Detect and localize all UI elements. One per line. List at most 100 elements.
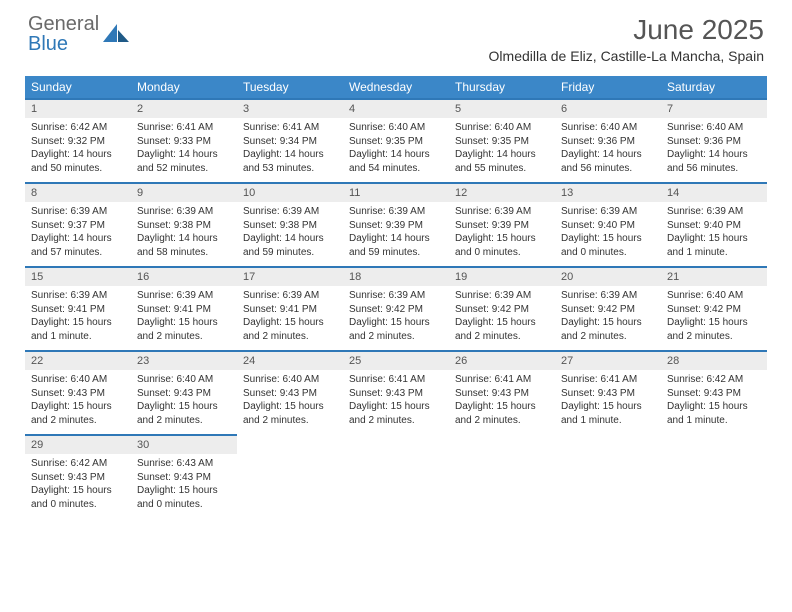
- calendar-day-cell: 26Sunrise: 6:41 AMSunset: 9:43 PMDayligh…: [449, 350, 555, 434]
- sunset-text: Sunset: 9:41 PM: [243, 303, 337, 317]
- sunrise-text: Sunrise: 6:42 AM: [667, 373, 761, 387]
- calendar-day-cell: 27Sunrise: 6:41 AMSunset: 9:43 PMDayligh…: [555, 350, 661, 434]
- day-number: 2: [131, 98, 237, 118]
- daylight-text: Daylight: 15 hours and 2 minutes.: [455, 400, 549, 427]
- sunset-text: Sunset: 9:33 PM: [137, 135, 231, 149]
- calendar-day-cell: 29Sunrise: 6:42 AMSunset: 9:43 PMDayligh…: [25, 434, 131, 518]
- sunrise-text: Sunrise: 6:40 AM: [455, 121, 549, 135]
- calendar-day-cell: 22Sunrise: 6:40 AMSunset: 9:43 PMDayligh…: [25, 350, 131, 434]
- day-number: 1: [25, 98, 131, 118]
- calendar-day-cell: 21Sunrise: 6:40 AMSunset: 9:42 PMDayligh…: [661, 266, 767, 350]
- sunrise-text: Sunrise: 6:42 AM: [31, 121, 125, 135]
- sunset-text: Sunset: 9:43 PM: [137, 387, 231, 401]
- calendar-day-cell: 4Sunrise: 6:40 AMSunset: 9:35 PMDaylight…: [343, 98, 449, 182]
- calendar-day-cell: 16Sunrise: 6:39 AMSunset: 9:41 PMDayligh…: [131, 266, 237, 350]
- day-details: Sunrise: 6:40 AMSunset: 9:43 PMDaylight:…: [25, 370, 131, 433]
- day-number: 5: [449, 98, 555, 118]
- day-details: Sunrise: 6:39 AMSunset: 9:40 PMDaylight:…: [555, 202, 661, 265]
- page-title: June 2025: [489, 14, 764, 46]
- sunrise-text: Sunrise: 6:39 AM: [455, 205, 549, 219]
- calendar-body: 1Sunrise: 6:42 AMSunset: 9:32 PMDaylight…: [25, 98, 767, 518]
- sunset-text: Sunset: 9:35 PM: [349, 135, 443, 149]
- day-number: 4: [343, 98, 449, 118]
- daylight-text: Daylight: 15 hours and 2 minutes.: [455, 316, 549, 343]
- sunrise-text: Sunrise: 6:39 AM: [455, 289, 549, 303]
- weekday-header: Tuesday: [237, 76, 343, 98]
- calendar-day-cell: 10Sunrise: 6:39 AMSunset: 9:38 PMDayligh…: [237, 182, 343, 266]
- sunset-text: Sunset: 9:40 PM: [667, 219, 761, 233]
- sunset-text: Sunset: 9:40 PM: [561, 219, 655, 233]
- sunrise-text: Sunrise: 6:41 AM: [455, 373, 549, 387]
- daylight-text: Daylight: 15 hours and 2 minutes.: [349, 400, 443, 427]
- day-details: Sunrise: 6:42 AMSunset: 9:32 PMDaylight:…: [25, 118, 131, 181]
- calendar-day-cell: 3Sunrise: 6:41 AMSunset: 9:34 PMDaylight…: [237, 98, 343, 182]
- day-number: 12: [449, 182, 555, 202]
- daylight-text: Daylight: 15 hours and 2 minutes.: [243, 400, 337, 427]
- sunset-text: Sunset: 9:34 PM: [243, 135, 337, 149]
- day-number: 19: [449, 266, 555, 286]
- daylight-text: Daylight: 15 hours and 1 minute.: [561, 400, 655, 427]
- daylight-text: Daylight: 15 hours and 2 minutes.: [137, 400, 231, 427]
- sunrise-text: Sunrise: 6:39 AM: [667, 205, 761, 219]
- calendar-day-cell: 30Sunrise: 6:43 AMSunset: 9:43 PMDayligh…: [131, 434, 237, 518]
- day-number: 26: [449, 350, 555, 370]
- sunset-text: Sunset: 9:43 PM: [561, 387, 655, 401]
- day-number: 22: [25, 350, 131, 370]
- calendar-day-cell: 5Sunrise: 6:40 AMSunset: 9:35 PMDaylight…: [449, 98, 555, 182]
- weekday-header: Wednesday: [343, 76, 449, 98]
- sunset-text: Sunset: 9:43 PM: [349, 387, 443, 401]
- daylight-text: Daylight: 14 hours and 59 minutes.: [349, 232, 443, 259]
- daylight-text: Daylight: 15 hours and 2 minutes.: [561, 316, 655, 343]
- day-number: 7: [661, 98, 767, 118]
- sunrise-text: Sunrise: 6:41 AM: [243, 121, 337, 135]
- sunset-text: Sunset: 9:37 PM: [31, 219, 125, 233]
- daylight-text: Daylight: 15 hours and 1 minute.: [667, 232, 761, 259]
- day-number: 28: [661, 350, 767, 370]
- calendar-day-cell: 14Sunrise: 6:39 AMSunset: 9:40 PMDayligh…: [661, 182, 767, 266]
- day-details: Sunrise: 6:39 AMSunset: 9:41 PMDaylight:…: [237, 286, 343, 349]
- sunrise-text: Sunrise: 6:39 AM: [561, 289, 655, 303]
- day-details: Sunrise: 6:39 AMSunset: 9:39 PMDaylight:…: [343, 202, 449, 265]
- daylight-text: Daylight: 14 hours and 52 minutes.: [137, 148, 231, 175]
- sunset-text: Sunset: 9:39 PM: [455, 219, 549, 233]
- daylight-text: Daylight: 15 hours and 1 minute.: [31, 316, 125, 343]
- calendar-week-row: 15Sunrise: 6:39 AMSunset: 9:41 PMDayligh…: [25, 266, 767, 350]
- sunset-text: Sunset: 9:38 PM: [243, 219, 337, 233]
- sunrise-text: Sunrise: 6:41 AM: [137, 121, 231, 135]
- sunset-text: Sunset: 9:32 PM: [31, 135, 125, 149]
- day-details: Sunrise: 6:39 AMSunset: 9:42 PMDaylight:…: [555, 286, 661, 349]
- location-text: Olmedilla de Eliz, Castille-La Mancha, S…: [489, 48, 764, 64]
- daylight-text: Daylight: 14 hours and 56 minutes.: [561, 148, 655, 175]
- day-details: Sunrise: 6:40 AMSunset: 9:35 PMDaylight:…: [343, 118, 449, 181]
- sunrise-text: Sunrise: 6:39 AM: [137, 289, 231, 303]
- sunrise-text: Sunrise: 6:43 AM: [137, 457, 231, 471]
- day-details: Sunrise: 6:40 AMSunset: 9:42 PMDaylight:…: [661, 286, 767, 349]
- daylight-text: Daylight: 14 hours and 57 minutes.: [31, 232, 125, 259]
- brand-logo: General Blue: [28, 14, 129, 54]
- sunset-text: Sunset: 9:39 PM: [349, 219, 443, 233]
- calendar-day-cell: ..: [237, 434, 343, 518]
- sunrise-text: Sunrise: 6:39 AM: [31, 289, 125, 303]
- sunset-text: Sunset: 9:43 PM: [667, 387, 761, 401]
- day-details: Sunrise: 6:39 AMSunset: 9:41 PMDaylight:…: [25, 286, 131, 349]
- calendar-day-cell: 12Sunrise: 6:39 AMSunset: 9:39 PMDayligh…: [449, 182, 555, 266]
- calendar-day-cell: 25Sunrise: 6:41 AMSunset: 9:43 PMDayligh…: [343, 350, 449, 434]
- calendar-day-cell: 1Sunrise: 6:42 AMSunset: 9:32 PMDaylight…: [25, 98, 131, 182]
- sunrise-text: Sunrise: 6:39 AM: [349, 205, 443, 219]
- calendar-day-cell: 23Sunrise: 6:40 AMSunset: 9:43 PMDayligh…: [131, 350, 237, 434]
- calendar-day-cell: 24Sunrise: 6:40 AMSunset: 9:43 PMDayligh…: [237, 350, 343, 434]
- day-details: Sunrise: 6:39 AMSunset: 9:41 PMDaylight:…: [131, 286, 237, 349]
- sunset-text: Sunset: 9:36 PM: [667, 135, 761, 149]
- day-number: 30: [131, 434, 237, 454]
- sunrise-text: Sunrise: 6:40 AM: [349, 121, 443, 135]
- day-details: Sunrise: 6:39 AMSunset: 9:40 PMDaylight:…: [661, 202, 767, 265]
- calendar-week-row: 29Sunrise: 6:42 AMSunset: 9:43 PMDayligh…: [25, 434, 767, 518]
- sunset-text: Sunset: 9:43 PM: [243, 387, 337, 401]
- day-number: 23: [131, 350, 237, 370]
- daylight-text: Daylight: 15 hours and 2 minutes.: [667, 316, 761, 343]
- sunset-text: Sunset: 9:43 PM: [31, 471, 125, 485]
- day-number: 3: [237, 98, 343, 118]
- sunset-text: Sunset: 9:43 PM: [137, 471, 231, 485]
- day-number: 15: [25, 266, 131, 286]
- calendar-day-cell: 6Sunrise: 6:40 AMSunset: 9:36 PMDaylight…: [555, 98, 661, 182]
